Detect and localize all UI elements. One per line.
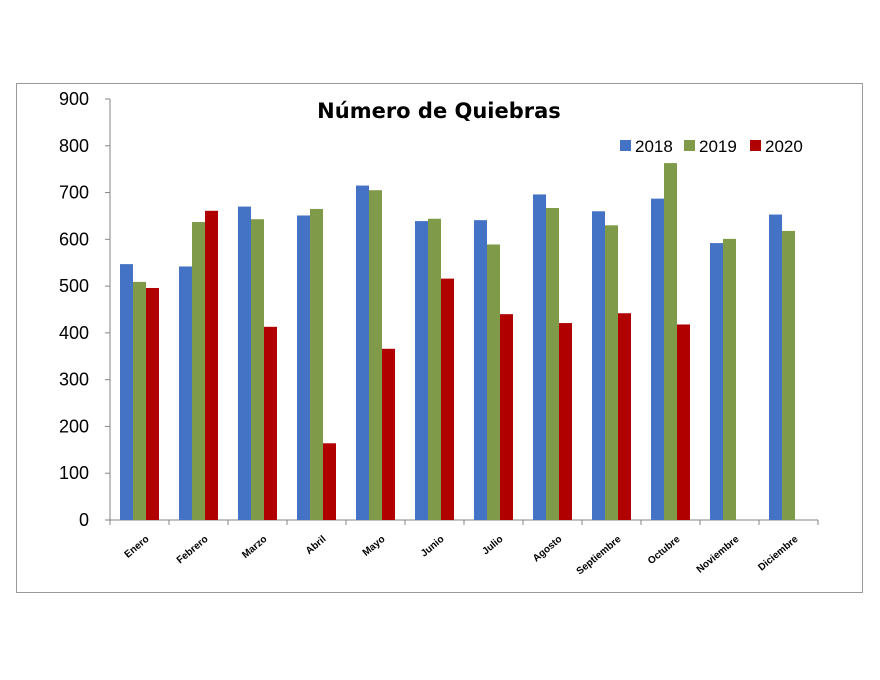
x-tick-label: Julio — [480, 534, 505, 557]
y-tick-label: 700 — [59, 183, 89, 203]
bar-2019-febrero — [192, 222, 205, 520]
legend-swatch-2019 — [684, 140, 695, 151]
bar-2020-agosto — [559, 323, 572, 520]
legend-swatch-2020 — [750, 140, 761, 151]
bars — [120, 163, 795, 521]
x-tick-label: Mayo — [361, 534, 388, 559]
bar-2019-diciembre — [782, 230, 795, 520]
bar-2019-mayo — [369, 190, 382, 520]
y-tick-label: 300 — [59, 370, 89, 390]
x-tick-label: Marzo — [240, 534, 269, 561]
legend: 2018 2019 2020 — [620, 137, 803, 156]
bar-2018-noviembre — [710, 243, 723, 520]
x-tick-label: Septiembre — [575, 534, 624, 578]
bar-2019-agosto — [546, 207, 559, 520]
bar-2020-septiembre — [618, 313, 631, 520]
y-tick-label: 500 — [59, 276, 89, 296]
y-tick-label: 0 — [79, 510, 89, 530]
bar-2019-septiembre — [605, 225, 618, 521]
y-axis: 0 100 200 300 400 500 600 700 800 900 — [59, 89, 111, 530]
bar-2019-julio — [487, 244, 500, 520]
bar-2019-noviembre — [723, 238, 736, 521]
x-tick-label: Enero — [123, 534, 152, 561]
legend-label-2018: 2018 — [635, 137, 673, 156]
bar-2018-septiembre — [592, 211, 605, 520]
bar-2020-marzo — [264, 326, 277, 520]
bar-2018-febrero — [179, 266, 192, 520]
bar-2020-febrero — [205, 210, 218, 520]
bar-2018-agosto — [533, 194, 546, 520]
bar-2018-julio — [474, 220, 487, 520]
legend-label-2019: 2019 — [699, 137, 737, 156]
bar-2020-junio — [441, 278, 454, 520]
y-tick-label: 200 — [59, 416, 89, 436]
y-tick-label: 100 — [59, 463, 89, 483]
x-tick-label: Noviembre — [695, 534, 742, 576]
chart-title: Número de Quiebras — [317, 99, 561, 123]
bar-2018-diciembre — [769, 214, 782, 520]
x-tick-label: Junio — [419, 534, 447, 560]
bar-2019-abril — [310, 208, 323, 520]
bar-2018-marzo — [238, 206, 251, 521]
bar-2020-octubre — [677, 324, 690, 520]
bar-2018-mayo — [356, 185, 369, 521]
y-tick-label: 400 — [59, 323, 89, 343]
bar-2020-abril — [323, 443, 336, 520]
bar-2020-enero — [146, 287, 159, 520]
y-tick-label: 600 — [59, 229, 89, 249]
bar-2020-julio — [500, 314, 513, 520]
x-tick-label: Diciembre — [756, 534, 800, 574]
legend-swatch-2018 — [620, 140, 631, 151]
x-tick-label: Abril — [304, 534, 329, 557]
bar-2018-octubre — [651, 198, 664, 521]
y-tick-label: 800 — [59, 136, 89, 156]
x-axis: Enero Febrero Marzo Abril Mayo Junio Julio Agos… — [109, 519, 819, 578]
x-tick-label: Octubre — [646, 534, 683, 567]
bar-2018-abril — [297, 215, 310, 520]
x-tick-label: Agosto — [531, 534, 564, 565]
y-tick-label: 900 — [59, 89, 89, 109]
bar-2019-octubre — [664, 163, 677, 520]
bar-2020-mayo — [382, 348, 395, 520]
bar-2018-junio — [415, 221, 428, 520]
legend-label-2020: 2020 — [765, 137, 803, 156]
bar-2019-enero — [133, 281, 146, 520]
bar-2019-junio — [428, 218, 441, 521]
bar-2019-marzo — [251, 219, 264, 521]
bar-2018-enero — [120, 264, 133, 520]
x-tick-label: Febrero — [175, 534, 211, 566]
